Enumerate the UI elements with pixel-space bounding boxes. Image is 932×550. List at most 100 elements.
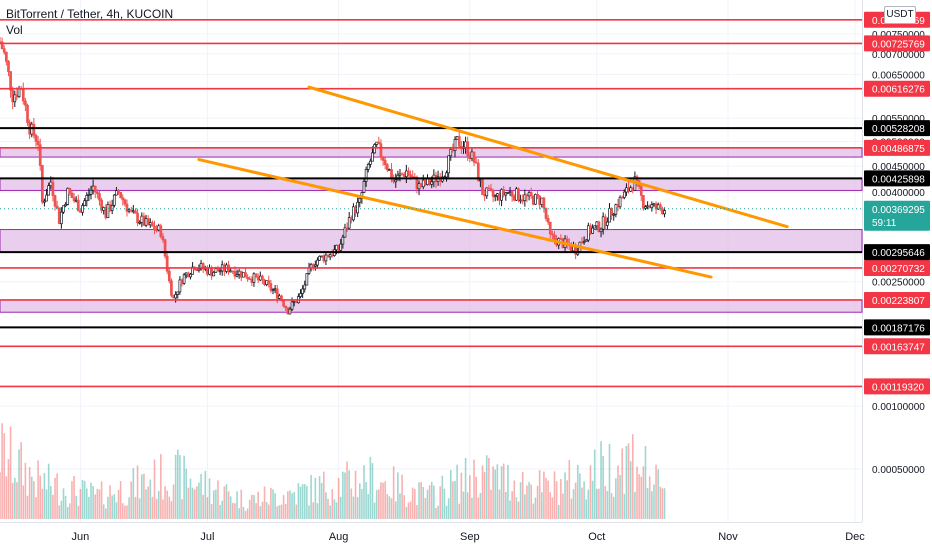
symbol-title[interactable]: BitTorrent / Tether, 4h, KUCOIN: [6, 7, 174, 21]
volume-bar: [206, 497, 209, 519]
volume-bar: [301, 484, 304, 519]
candle-body: [174, 294, 178, 299]
candle-body: [534, 193, 537, 205]
volume-bar: [530, 484, 533, 519]
red-level-label-bg: [864, 259, 930, 276]
candle-body: [584, 239, 588, 242]
volume-bar: [634, 491, 636, 519]
candle-body: [288, 308, 292, 315]
volume-bar: [443, 488, 446, 519]
volume-bar: [153, 459, 156, 519]
candle-body: [189, 273, 192, 278]
candle-body: [318, 255, 321, 261]
black-level-label: 0.00295646: [872, 248, 925, 259]
candle-body: [661, 208, 664, 215]
volume-bar: [280, 504, 283, 519]
volume-bar: [445, 505, 448, 519]
candle-body: [341, 236, 345, 245]
candle-body: [404, 170, 408, 177]
volume-bar: [350, 488, 353, 519]
candle-body: [525, 194, 529, 197]
volume-bar: [253, 495, 255, 519]
candle-body: [66, 187, 70, 205]
candle-body: [548, 221, 552, 235]
candle-body: [515, 188, 518, 201]
candle-body: [146, 218, 150, 226]
volume-bar: [22, 485, 25, 519]
volume-bar: [287, 491, 289, 519]
currency-button[interactable]: USDT: [884, 6, 916, 24]
volume-bar: [585, 499, 588, 519]
volume-bar: [352, 496, 355, 519]
candle-body: [464, 141, 467, 148]
volume-indicator-label[interactable]: Vol: [6, 23, 23, 37]
support-resistance-zone: [0, 229, 863, 253]
volume-bar: [519, 482, 522, 519]
volume-bar: [170, 501, 173, 519]
volume-bar: [107, 496, 109, 519]
candle-body: [60, 211, 63, 225]
candle-body: [415, 176, 419, 190]
y-tick-label: 0.00650000: [872, 70, 925, 81]
volume-bar: [79, 488, 82, 519]
volume-bar: [291, 493, 293, 519]
candle-body: [267, 280, 271, 284]
volume-bar: [121, 503, 124, 519]
candle-body: [612, 213, 616, 216]
candle-body: [79, 210, 82, 213]
candle-body: [392, 178, 395, 183]
chart-legend: BitTorrent / Tether, 4h, KUCOIN Vol: [6, 6, 173, 38]
volume-bar: [227, 491, 230, 519]
volume-bar: [653, 484, 655, 519]
volume-bar: [371, 463, 374, 519]
candle-body: [119, 191, 122, 199]
candle-body: [140, 215, 144, 223]
candle-body: [508, 191, 512, 193]
candle-body: [652, 203, 656, 206]
candle-body: [589, 225, 592, 234]
candle-body: [544, 207, 548, 219]
volume-bar: [3, 433, 6, 519]
volume-bar: [88, 496, 90, 519]
volume-bar: [193, 489, 196, 519]
volume-bar: [380, 482, 382, 519]
candle-body: [347, 217, 351, 229]
candle-body: [316, 259, 319, 266]
volume-bar: [382, 482, 384, 519]
candle-body: [96, 191, 99, 195]
candle-body: [72, 197, 76, 202]
volume-bar: [85, 488, 88, 519]
red-level-label: 0.00119320: [872, 382, 925, 393]
candle-body: [305, 273, 309, 286]
volume-bar: [439, 486, 441, 519]
candle-body: [167, 270, 171, 282]
candle-body: [104, 207, 108, 219]
candle-body: [51, 181, 55, 196]
volume-bar: [651, 491, 653, 519]
volume-bar: [483, 472, 486, 519]
volume-bar: [369, 456, 372, 519]
volume-bar: [293, 492, 295, 519]
volume-bar: [555, 481, 558, 519]
volume-bar: [536, 485, 539, 519]
y-tick-label: 0.00750000: [872, 30, 925, 41]
volume-bar: [24, 462, 27, 519]
volume-bar: [538, 470, 541, 519]
volume-bar: [77, 505, 80, 519]
candle-body: [597, 221, 601, 233]
volume-bar: [589, 465, 592, 519]
candle-body: [345, 227, 349, 230]
candle-body: [4, 51, 8, 62]
volume-bar: [526, 485, 528, 519]
candle-body: [210, 267, 213, 277]
volume-bar: [416, 505, 418, 519]
volume-bar: [267, 504, 270, 519]
candle-body: [0, 41, 4, 50]
candle-body: [151, 222, 154, 227]
volume-bar: [621, 448, 624, 519]
candle-body: [352, 206, 355, 221]
volume-bar: [553, 471, 556, 519]
volume-bar: [513, 480, 516, 519]
candle-body: [313, 264, 317, 267]
